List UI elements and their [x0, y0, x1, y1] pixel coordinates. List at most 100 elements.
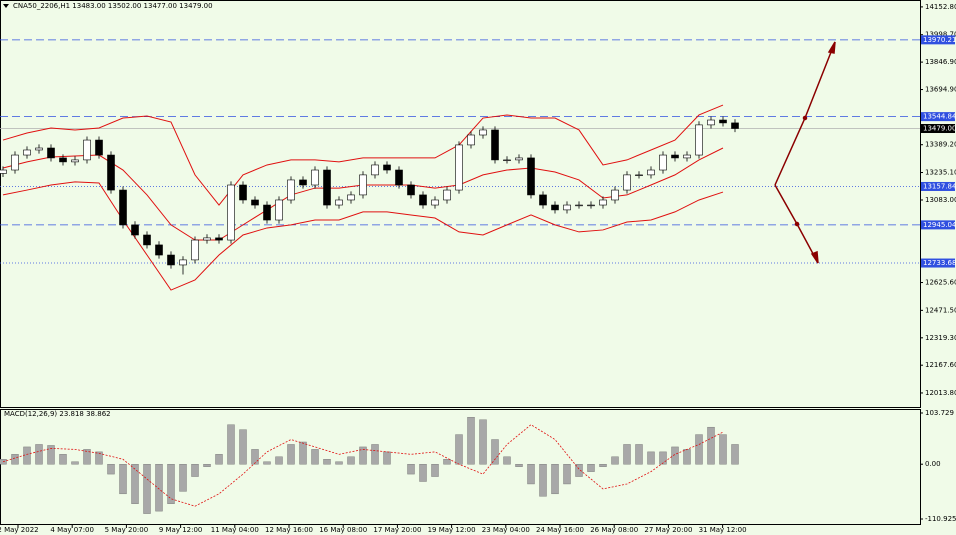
macd-bar — [155, 464, 163, 512]
macd-bar — [443, 459, 451, 465]
macd-bar — [551, 464, 559, 495]
candle-body — [287, 179, 295, 201]
candle-body — [359, 174, 367, 196]
y-tick-label: 13694.90 — [925, 86, 956, 94]
candle-body — [719, 119, 727, 124]
candle-body — [587, 204, 595, 207]
macd-bar — [431, 464, 439, 477]
candle-body — [635, 174, 643, 176]
candle-body — [659, 154, 667, 171]
level-label: 13157.84 — [923, 182, 956, 190]
arrow-point — [802, 115, 808, 121]
y-tick-label: 13846.90 — [925, 58, 956, 66]
macd-bar — [143, 464, 151, 514]
candle-body — [371, 164, 379, 176]
macd-bar — [575, 464, 583, 477]
candle-body — [203, 237, 211, 241]
candle-body — [335, 199, 343, 206]
macd-bar — [131, 464, 139, 504]
macd-bar — [11, 454, 19, 465]
macd-signal — [2, 424, 724, 507]
macd-bar — [695, 434, 703, 465]
candle-body — [599, 199, 607, 206]
macd-bar — [383, 451, 391, 465]
macd-bar — [347, 456, 355, 465]
arrow-head — [810, 250, 819, 264]
macd-bar — [503, 456, 511, 465]
macd-bar — [611, 456, 619, 465]
macd-bar — [83, 449, 91, 465]
y-tick-label: 12167.60 — [925, 361, 956, 369]
candle-body — [107, 154, 115, 191]
macd-bar — [47, 445, 55, 465]
x-tick-label: 31 May 12:00 — [699, 526, 747, 534]
bollinger-band — [2, 104, 724, 206]
level-label-box — [921, 258, 955, 268]
candle-body — [395, 169, 403, 186]
candle-body — [347, 194, 355, 201]
candle-body — [419, 194, 427, 206]
macd-bar — [467, 417, 475, 465]
candle-body — [0, 169, 7, 174]
menu-triangle — [3, 4, 9, 8]
candle-body — [515, 157, 523, 161]
candle-body — [491, 129, 499, 161]
candle-body — [95, 139, 103, 156]
current-price-box — [921, 124, 955, 134]
arrow-head — [827, 41, 836, 54]
candle-body — [131, 224, 139, 236]
macd-bar — [563, 464, 571, 485]
candle-body — [239, 184, 247, 201]
candle-body — [299, 179, 307, 186]
level-label-box — [921, 220, 955, 230]
macd-bar — [263, 461, 271, 465]
macd-bar — [95, 451, 103, 465]
candle-body — [539, 194, 547, 206]
macd-bar — [323, 459, 331, 465]
candle-body — [311, 169, 319, 186]
macd-bar — [59, 454, 67, 465]
candle-body — [23, 149, 31, 156]
macd-bar — [275, 456, 283, 465]
x-tick-label: 24 May 16:00 — [536, 526, 584, 534]
candle-body — [383, 164, 391, 171]
macd-bar — [515, 464, 523, 467]
macd-bar — [359, 446, 367, 465]
candle-body — [563, 204, 571, 211]
macd-bar — [491, 439, 499, 465]
macd-bar — [635, 444, 643, 465]
macd-bar — [731, 444, 739, 465]
macd-bar — [35, 444, 43, 465]
macd-bar — [371, 444, 379, 465]
macd-bar — [167, 464, 175, 504]
macd-bar — [587, 464, 595, 472]
macd-tick-label: -110.925 — [925, 515, 956, 523]
candle-body — [59, 157, 67, 163]
macd-tick-label: 103.729 — [925, 409, 954, 417]
macd-bar — [179, 464, 187, 492]
candle-body — [35, 147, 43, 151]
y-tick-label: 13083.00 — [925, 196, 956, 204]
y-tick-label: 12625.60 — [925, 279, 956, 287]
macd-bar — [527, 464, 535, 485]
macd-bar — [203, 464, 211, 467]
chart-title: CNA50_2206,H1 13483.00 13502.00 13477.00… — [13, 2, 213, 10]
x-tick-label: 4 May 07:00 — [50, 526, 94, 534]
candle-body — [731, 122, 739, 129]
macd-bar — [191, 464, 199, 477]
y-tick-label: 12013.80 — [925, 389, 956, 397]
y-tick-label: 13389.20 — [925, 141, 956, 149]
y-tick-label: 13235.10 — [925, 169, 956, 177]
candle-body — [71, 159, 79, 163]
candle-body — [431, 199, 439, 206]
x-tick-label: 16 May 08:00 — [319, 526, 367, 534]
level-label: 13970.21 — [923, 36, 956, 44]
macd-bar — [659, 451, 667, 465]
macd-bar — [683, 449, 691, 465]
macd-tick-label: 0.00 — [925, 460, 941, 468]
y-tick-label: 13998.70 — [925, 31, 956, 39]
macd-bar — [311, 449, 319, 465]
candle-body — [575, 204, 583, 207]
